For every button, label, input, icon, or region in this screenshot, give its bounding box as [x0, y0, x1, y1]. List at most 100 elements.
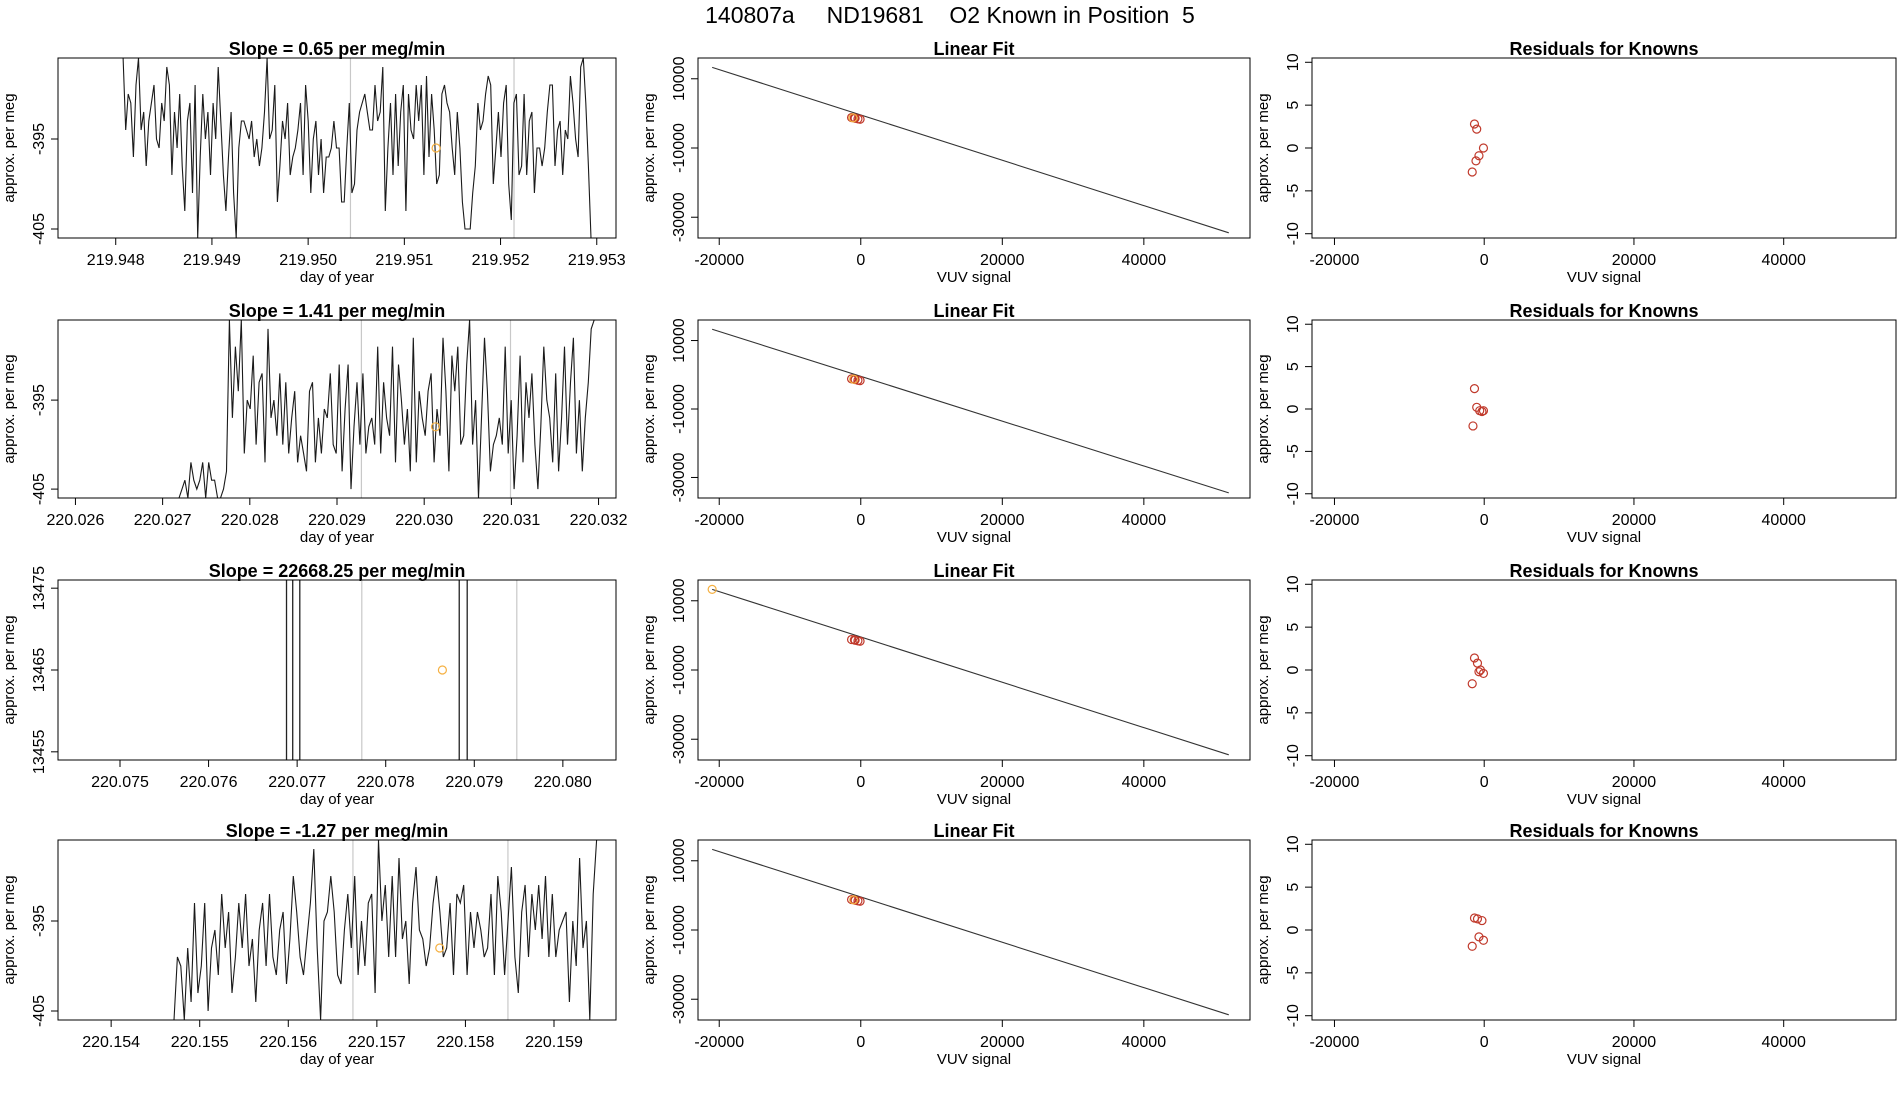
y-tick-label: 0	[1285, 665, 1302, 674]
y-tick-label: 5	[1285, 883, 1302, 892]
known-point	[1478, 935, 1489, 945]
x-axis-label: VUV signal	[1567, 1051, 1641, 1068]
panel-title: Slope = 1.41 per meg/min	[229, 301, 446, 321]
y-tick-label: -10000	[671, 905, 688, 955]
x-tick-label: 220.027	[134, 512, 192, 529]
x-axis-label: day of year	[300, 269, 374, 286]
panel-linear-fit-row-3: Linear Fit -20000 0 20000 40000 VUV signal 100…	[641, 561, 1251, 808]
panel-title: Linear Fit	[933, 39, 1014, 59]
x-tick-label: 220.076	[180, 774, 238, 791]
known-point	[1478, 143, 1489, 153]
y-tick-label: 0	[1285, 143, 1302, 152]
x-tick-label: 20000	[980, 252, 1025, 269]
y-tick-label: 10000	[671, 318, 688, 363]
y-tick-label: 5	[1285, 362, 1302, 371]
y-tick-label: -395	[31, 123, 48, 155]
x-tick-label: 220.080	[534, 774, 592, 791]
x-tick-label: 220.079	[445, 774, 503, 791]
plot-frame	[1311, 839, 1897, 1021]
y-tick-label: -10000	[671, 123, 688, 173]
y-axis-label: approx. per meg	[1, 354, 18, 463]
x-tick-label: 220.031	[482, 512, 540, 529]
known-point	[855, 375, 865, 386]
y-tick-label: -405	[31, 995, 48, 1027]
x-tick-label: 220.154	[82, 1034, 140, 1051]
x-tick-label: 220.156	[259, 1034, 317, 1051]
unknown-point	[848, 113, 858, 123]
x-tick-label: 219.951	[375, 252, 433, 269]
y-tick-label: 10000	[671, 56, 688, 101]
plot-frame	[57, 319, 617, 499]
panel-plot-area	[1467, 119, 1489, 177]
x-tick-label: 0	[856, 1034, 865, 1051]
x-tick-label: -20000	[694, 774, 744, 791]
fit-line	[711, 328, 1229, 494]
x-tick-label: 219.949	[183, 252, 241, 269]
x-axis-label: VUV signal	[1567, 529, 1641, 546]
y-tick-label: -10	[1285, 482, 1302, 505]
x-axis-label: VUV signal	[937, 1051, 1011, 1068]
plot-frame	[57, 839, 617, 1021]
y-tick-label: -5	[1285, 184, 1302, 198]
x-tick-label: 220.078	[357, 774, 415, 791]
unknown-point	[849, 374, 859, 384]
plot-frame	[57, 57, 617, 239]
x-tick-label: 219.952	[472, 252, 530, 269]
x-axis-label: day of year	[300, 791, 374, 808]
fit-line	[711, 588, 1229, 756]
panel-title: Linear Fit	[933, 821, 1014, 841]
x-tick-label: 20000	[980, 1034, 1025, 1051]
unknown-point	[430, 422, 441, 432]
panel-residuals-row-4: Residuals for Knowns -20000 0 20000 40000 VUV…	[1255, 821, 1897, 1068]
panel-time-series-row-4: Slope = -1.27 per meg/min 220.154 220.155 2…	[1, 821, 617, 1068]
unknown-point	[849, 895, 859, 905]
panel-title: Residuals for Knowns	[1509, 39, 1698, 59]
known-point	[1471, 156, 1481, 166]
panel-title: Residuals for Knowns	[1509, 821, 1698, 841]
panel-title: Residuals for Knowns	[1509, 561, 1698, 581]
plot-frame	[697, 839, 1251, 1021]
known-point	[1478, 406, 1489, 416]
known-point	[855, 636, 865, 646]
y-axis-label: approx. per meg	[1, 875, 18, 984]
panel-plot-area	[711, 848, 1229, 1016]
known-point	[1477, 915, 1487, 926]
x-tick-label: 40000	[1122, 512, 1167, 529]
y-tick-label: 10000	[671, 838, 688, 883]
known-point	[1469, 119, 1480, 129]
x-tick-label: 220.030	[395, 512, 453, 529]
panel-linear-fit-row-2: Linear Fit -20000 0 20000 40000 VUV signal 100…	[641, 301, 1251, 546]
known-point	[1478, 668, 1489, 679]
x-tick-label: 40000	[1761, 252, 1806, 269]
x-axis-label: VUV signal	[937, 529, 1011, 546]
x-tick-label: 20000	[980, 512, 1025, 529]
y-tick-label: 13475	[31, 566, 48, 611]
y-tick-label: -30000	[671, 452, 688, 502]
x-tick-label: -20000	[694, 1034, 744, 1051]
x-tick-label: 20000	[980, 774, 1025, 791]
y-tick-label: 5	[1285, 623, 1302, 632]
x-tick-label: -20000	[1310, 1034, 1360, 1051]
y-tick-label: -30000	[671, 192, 688, 242]
unknown-point	[431, 143, 441, 153]
x-tick-label: 219.953	[568, 252, 626, 269]
y-tick-label: 0	[1285, 925, 1302, 934]
x-tick-label: 20000	[1612, 774, 1657, 791]
known-point	[1472, 124, 1482, 134]
panel-plot-area	[711, 328, 1229, 494]
x-tick-label: 40000	[1761, 1034, 1806, 1051]
series-trace	[173, 840, 601, 1020]
y-axis-label: approx. per meg	[1, 93, 18, 202]
y-axis-label: approx. per meg	[641, 93, 658, 202]
x-tick-label: 0	[1480, 252, 1489, 269]
x-tick-label: 40000	[1761, 774, 1806, 791]
panel-linear-fit-row-1: Linear Fit -20000 0 20000 40000 VUV signal 100…	[641, 39, 1251, 286]
y-tick-label: -30000	[671, 974, 688, 1024]
y-tick-label: 10	[1285, 53, 1302, 71]
known-point	[846, 634, 857, 645]
known-point	[1469, 384, 1480, 394]
y-tick-label: -395	[31, 384, 48, 416]
x-tick-label: 220.158	[437, 1034, 495, 1051]
x-tick-label: -20000	[694, 512, 744, 529]
